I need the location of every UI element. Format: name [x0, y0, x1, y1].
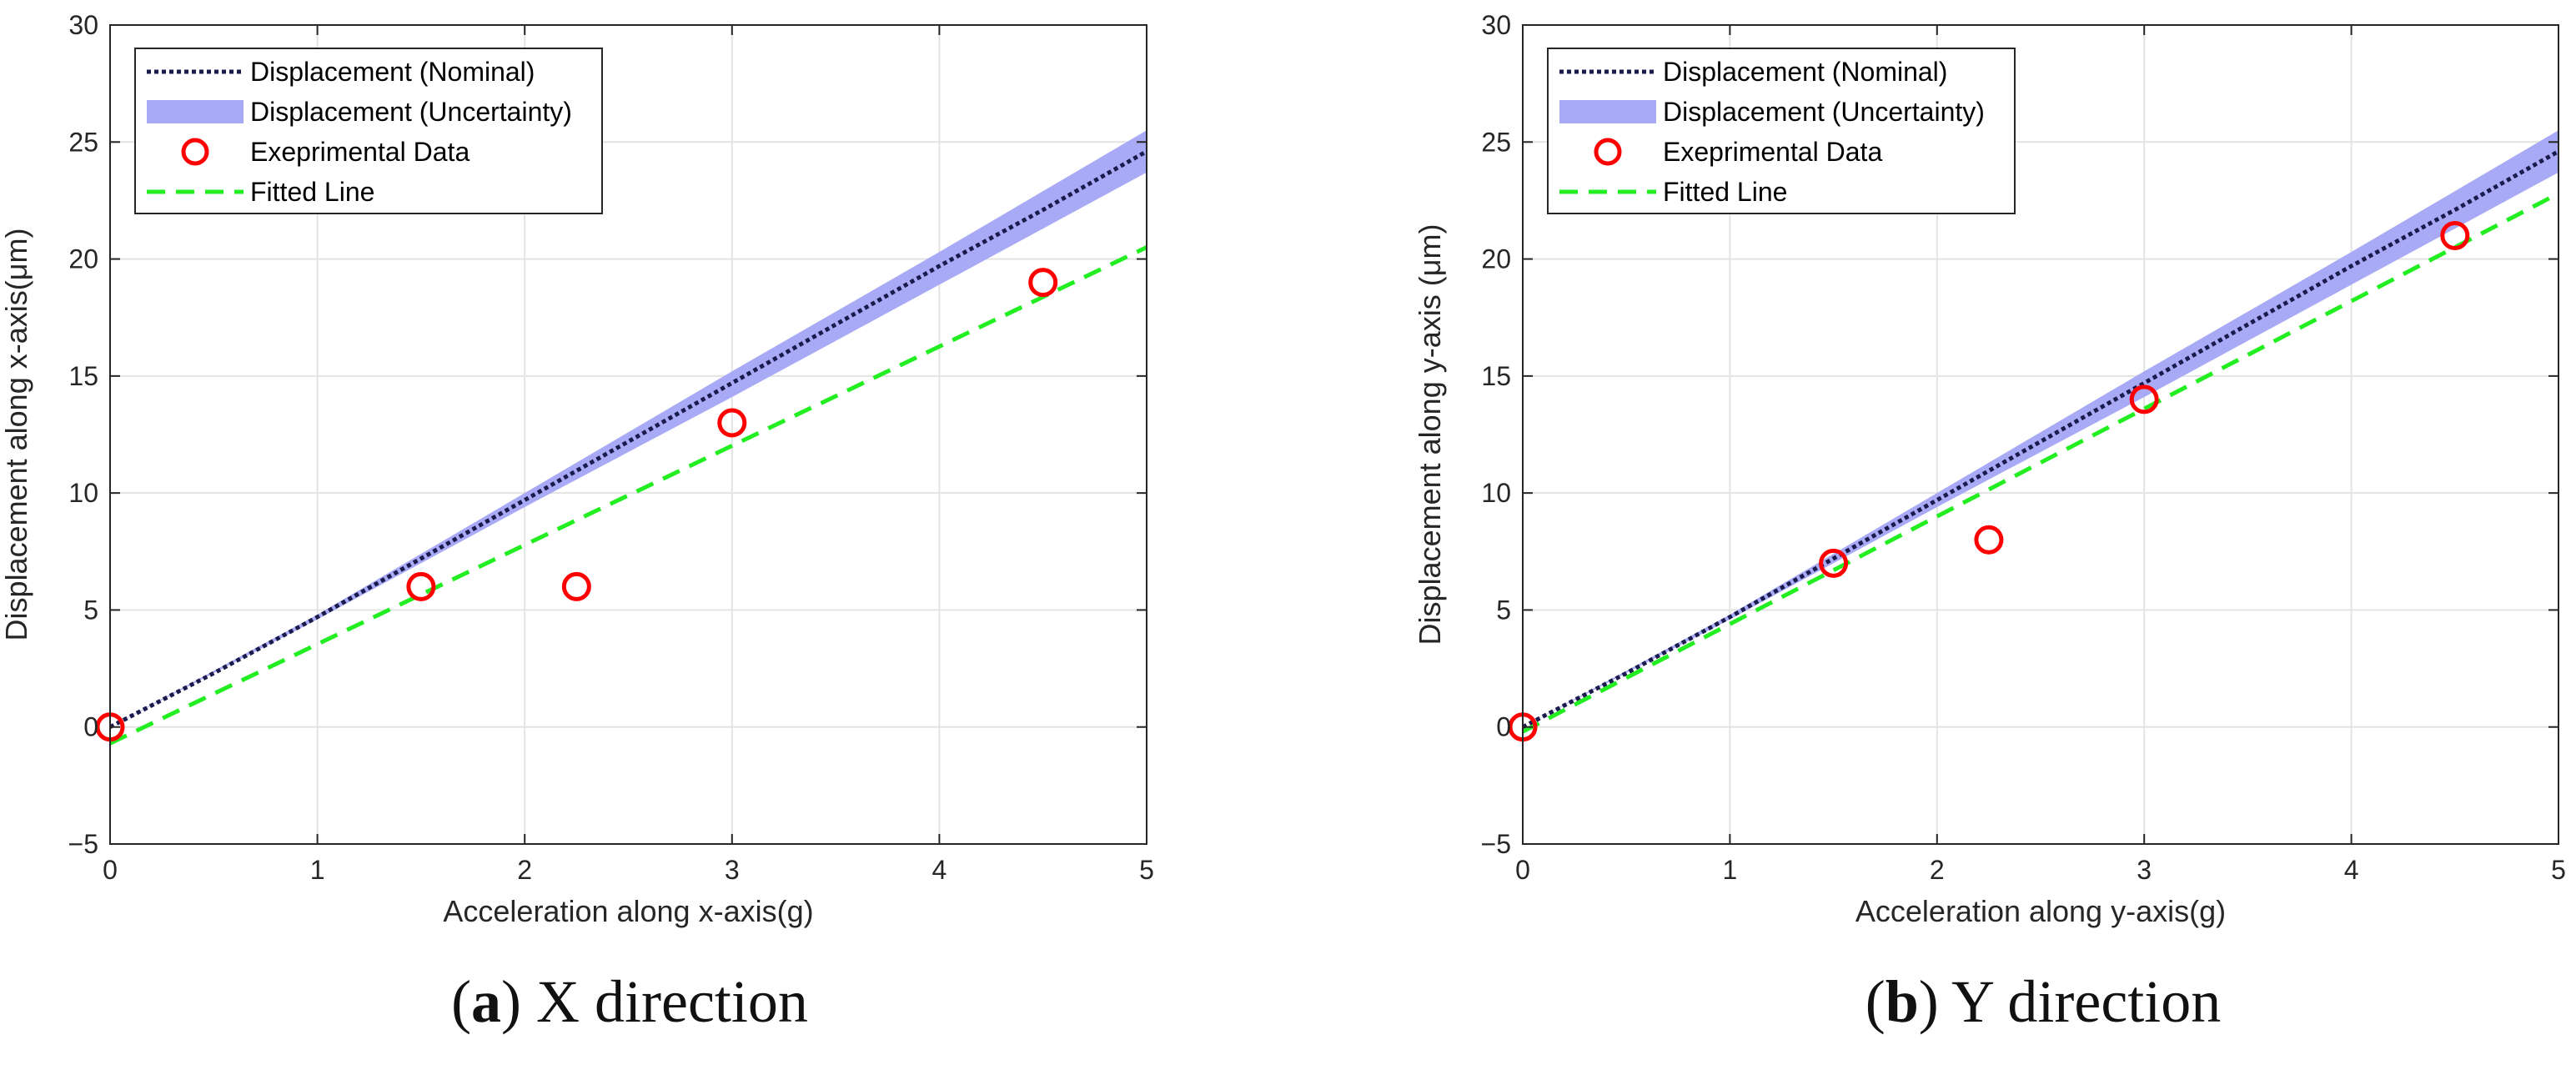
y-tick-label: 25: [1481, 127, 1511, 157]
legend-swatch-uncertainty: [1559, 100, 1656, 123]
x-axis-label: Acceleration along x-axis(g): [443, 894, 813, 928]
experimental-point: [406, 571, 436, 601]
x-tick-label: 0: [1515, 855, 1530, 885]
y-tick-label: 15: [68, 361, 98, 391]
legend-item-nominal: Displacement (Nominal): [1663, 57, 1947, 87]
x-tick-label: 4: [932, 855, 947, 885]
experimental-point: [717, 408, 747, 438]
x-tick-label: 2: [1930, 855, 1945, 885]
experimental-point: [561, 571, 591, 601]
x-tick-label: 2: [517, 855, 532, 885]
x-tick-label: 5: [1139, 855, 1154, 885]
y-axis-label: Displacement along x-axis(μm): [0, 229, 33, 641]
y-tick-label: 30: [68, 10, 98, 40]
experimental-point: [2129, 384, 2159, 414]
x-tick-label: 5: [2551, 855, 2566, 885]
x-axis-label: Acceleration along y-axis(g): [1855, 894, 2226, 928]
y-tick-label: 10: [1481, 478, 1511, 508]
x-tick-label: 1: [1723, 855, 1738, 885]
fitted-line: [1521, 191, 2560, 734]
y-tick-label: −5: [68, 829, 98, 859]
y-tick-label: 0: [83, 712, 98, 742]
legend-swatch-uncertainty: [147, 100, 244, 123]
legend-item-nominal: Displacement (Nominal): [250, 57, 535, 87]
y-tick-label: 15: [1481, 361, 1511, 391]
x-tick-label: 0: [103, 855, 118, 885]
axes-box: [1522, 24, 2559, 845]
caption-text: ) X direction: [501, 968, 808, 1035]
x-tick-label: 3: [725, 855, 740, 885]
panel-caption: (a) X direction: [451, 968, 808, 1035]
fitted-line: [108, 245, 1148, 746]
nominal-line: [1521, 149, 2560, 729]
legend-item-fitted: Fitted Line: [1663, 177, 1787, 207]
legend: Displacement (Nominal) Displacement (Unce…: [134, 48, 603, 214]
legend-swatch-experimental: [1594, 138, 1622, 166]
y-tick-label: −5: [1481, 829, 1511, 859]
y-tick-label: 25: [68, 127, 98, 157]
caption-paren: (: [451, 968, 471, 1035]
x-tick-label: 3: [2137, 855, 2152, 885]
legend-item-uncertainty: Displacement (Uncertainty): [250, 97, 572, 127]
y-tick-label: 30: [1481, 10, 1511, 40]
experimental-point: [1819, 548, 1849, 578]
y-tick-label: 10: [68, 478, 98, 508]
x-tick-label: 1: [310, 855, 325, 885]
legend-item-uncertainty: Displacement (Uncertainty): [1663, 97, 1985, 127]
y-axis-label: Displacement along y-axis (μm): [1413, 224, 1447, 646]
caption-letter: b: [1886, 968, 1919, 1035]
y-tick-label: 5: [83, 595, 98, 625]
y-tick-label: 5: [1496, 595, 1511, 625]
nominal-line: [108, 149, 1148, 729]
x-tick-label: 4: [2344, 855, 2359, 885]
panel-caption: (b) Y direction: [1865, 968, 2222, 1035]
legend: Displacement (Nominal) Displacement (Unce…: [1547, 48, 2016, 214]
caption-paren: (: [1865, 968, 1886, 1035]
legend-swatch-experimental: [181, 138, 209, 166]
legend-box: [1547, 48, 2016, 214]
y-tick-label: 0: [1496, 712, 1511, 742]
caption-text: ) Y direction: [1919, 968, 2222, 1035]
experimental-point: [2440, 221, 2470, 251]
caption-letter: a: [471, 968, 501, 1035]
experimental-point: [1028, 268, 1058, 298]
legend-item-experimental: Exeprimental Data: [1663, 137, 1882, 167]
legend-item-fitted: Fitted Line: [250, 177, 374, 207]
axes-box: [109, 24, 1147, 845]
legend-box: [134, 48, 603, 214]
legend-item-experimental: Exeprimental Data: [250, 137, 470, 167]
y-tick-label: 20: [68, 244, 98, 274]
experimental-point: [1974, 525, 2004, 555]
y-tick-label: 20: [1481, 244, 1511, 274]
